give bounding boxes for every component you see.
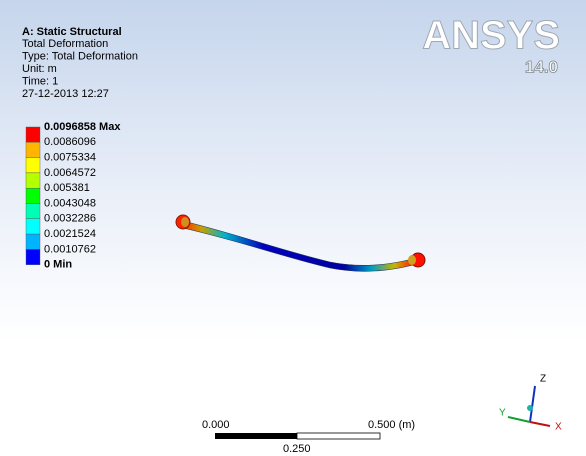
legend-swatch: [26, 234, 40, 249]
legend-label: 0.0075334: [44, 152, 96, 164]
viewport: A: Static Structural Total DeformationTy…: [0, 0, 586, 456]
triad-z: Z: [540, 374, 546, 385]
triad-ball: [527, 405, 533, 411]
logo: ANSYS: [422, 14, 560, 58]
legend-swatch: [26, 142, 40, 157]
version: 14.0: [525, 57, 558, 76]
triad-x: X: [555, 422, 562, 433]
info-line: Total Deformation: [22, 38, 108, 50]
analysis-title: A: Static Structural: [22, 26, 122, 38]
legend-swatch: [26, 173, 40, 188]
axis-z: [530, 386, 535, 422]
legend-label: 0.0010762: [44, 243, 96, 255]
legend-label: 0.0021524: [44, 228, 96, 240]
legend-label: 0.0032286: [44, 213, 96, 225]
legend-label: 0.0064572: [44, 167, 96, 179]
triad-y: Y: [499, 408, 506, 419]
legend-label: 0.0096858 Max: [44, 121, 121, 133]
graphics: A: Static Structural Total DeformationTy…: [0, 0, 586, 456]
leaf-spring: [183, 221, 413, 271]
scale-right: 0.500 (m): [368, 419, 415, 431]
eye-right-inner: [408, 255, 416, 265]
scale-white: [297, 433, 380, 439]
info-line: Unit: m: [22, 63, 57, 75]
legend-swatch: [26, 188, 40, 203]
legend-swatch: [26, 127, 40, 142]
eye-left-inner: [181, 217, 189, 227]
legend-label: 0.005381: [44, 182, 90, 194]
info-line: Type: Total Deformation: [22, 50, 138, 62]
axis-x: [530, 422, 550, 426]
info-line: 27-12-2013 12:27: [22, 88, 109, 100]
legend-label: 0 Min: [44, 259, 72, 271]
legend-swatch: [26, 158, 40, 173]
legend-swatch: [26, 249, 40, 264]
scale-left: 0.000: [202, 419, 230, 431]
scale-black: [215, 433, 297, 439]
info-line: Time: 1: [22, 75, 58, 87]
legend-label: 0.0086096: [44, 136, 96, 148]
axis-y: [508, 417, 530, 422]
legend-label: 0.0043048: [44, 197, 96, 209]
legend-swatch: [26, 219, 40, 234]
legend-swatch: [26, 204, 40, 219]
scale-middle: 0.250: [283, 443, 311, 455]
